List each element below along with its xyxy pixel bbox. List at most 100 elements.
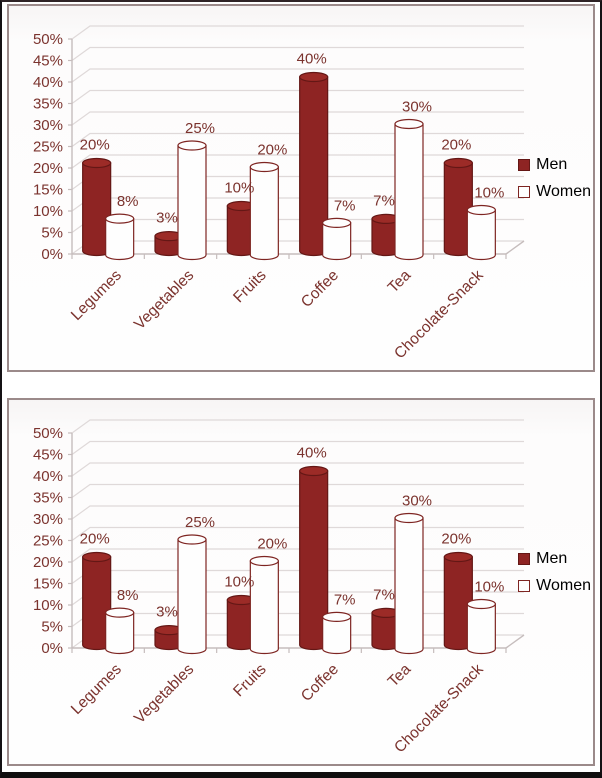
y-axis-tick-labels: 0% 5% 10% 15% 20% 25% 30% 35% 40% 45% 50% xyxy=(33,425,72,657)
value-label-women: 7% xyxy=(334,197,356,214)
chart-legend-1: Men Women xyxy=(518,156,591,201)
value-label-women: 8% xyxy=(117,587,139,604)
cylinder-men-4 xyxy=(371,607,401,651)
chart-panel-1: 0% 5% 10% 15% 20% 25% 30% 35% 40% 45% 50% 20% 8% 3% 25… xyxy=(7,4,595,372)
women-swatch-icon xyxy=(518,186,531,198)
y-tick-label: 25% xyxy=(33,139,63,156)
cylinder-men-5 xyxy=(443,157,473,257)
page: 0% 5% 10% 15% 20% 25% 30% 35% 40% 45% 50% 20% 8% 3% 25… xyxy=(7,4,600,766)
category-label: Tea xyxy=(385,661,415,691)
y-tick-label: 20% xyxy=(33,160,63,177)
women-swatch-icon xyxy=(518,580,531,592)
cylinder-women-2 xyxy=(249,555,279,655)
value-label-men: 3% xyxy=(156,210,178,227)
legend-item-women: Women xyxy=(518,183,591,201)
cylinder-women-1 xyxy=(177,140,207,261)
category-label: Vegetables xyxy=(131,661,197,727)
y-tick-label: 50% xyxy=(33,31,63,48)
value-label-women: 10% xyxy=(474,579,504,596)
y-tick-label: 0% xyxy=(41,640,63,657)
value-label-women: 30% xyxy=(402,99,432,116)
cylinder-women-2 xyxy=(249,161,279,261)
y-tick-label: 25% xyxy=(33,533,63,550)
cylinder-women-0 xyxy=(105,213,135,261)
cylinder-men-4 xyxy=(371,213,401,257)
bars xyxy=(82,465,496,655)
chart-legend-2: Men Women xyxy=(518,550,591,595)
cylinder-women-1 xyxy=(177,534,207,655)
data-labels: 20% 8% 3% 25% 10% 20% 40% 7% 7% 30% 20% 10% xyxy=(80,51,505,227)
y-tick-label: 40% xyxy=(33,74,63,91)
y-tick-label: 10% xyxy=(33,203,63,220)
chart-panel-2: 0% 5% 10% 15% 20% 25% 30% 35% 40% 45% 50% 20% 8% 3% 25… xyxy=(7,398,595,766)
legend-label-men: Men xyxy=(536,156,568,173)
value-label-men: 7% xyxy=(373,586,395,603)
value-label-women: 20% xyxy=(257,536,287,553)
value-label-women: 8% xyxy=(117,193,139,210)
cylinder-women-3 xyxy=(322,611,352,655)
category-labels: Legumes Vegetables Fruits Coffee TeaChocolat… xyxy=(68,267,487,363)
cylinder-men-1 xyxy=(154,625,184,651)
cylinder-women-4 xyxy=(394,512,424,655)
value-label-men: 20% xyxy=(441,531,471,548)
data-labels: 20% 8% 3% 25% 10% 20% 40% 7% 7% 30% 20% 10% xyxy=(80,445,505,621)
y-tick-label: 45% xyxy=(33,53,63,70)
value-label-women: 30% xyxy=(402,493,432,510)
cylinder-women-0 xyxy=(105,607,135,655)
category-labels: Legumes Vegetables Fruits Coffee TeaChocolat… xyxy=(68,661,487,757)
bars xyxy=(82,71,496,261)
y-tick-label: 20% xyxy=(33,554,63,571)
category-label: Vegetables xyxy=(131,267,197,333)
legend-label-men: Men xyxy=(536,550,568,567)
value-label-men: 10% xyxy=(224,574,254,591)
value-label-women: 7% xyxy=(334,591,356,608)
men-swatch-icon xyxy=(518,553,531,565)
bar-chart-svg-2: 0% 5% 10% 15% 20% 25% 30% 35% 40% 45% 50% 20% 8% 3% 25… xyxy=(33,419,525,757)
value-label-men: 7% xyxy=(373,192,395,209)
y-tick-label: 15% xyxy=(33,182,63,199)
cylinder-women-5 xyxy=(466,204,496,261)
men-swatch-icon xyxy=(518,159,531,171)
y-tick-label: 10% xyxy=(33,597,63,614)
cylinder-men-0 xyxy=(82,551,112,651)
bar-chart-svg-1: 0% 5% 10% 15% 20% 25% 30% 35% 40% 45% 50% 20% 8% 3% 25… xyxy=(33,25,525,363)
value-label-women: 25% xyxy=(185,514,215,531)
y-tick-label: 50% xyxy=(33,425,63,442)
cylinder-women-5 xyxy=(466,598,496,655)
cylinder-women-4 xyxy=(394,118,424,261)
legend-label-women: Women xyxy=(536,577,591,594)
category-label: Legumes xyxy=(68,267,125,324)
y-tick-label: 40% xyxy=(33,468,63,485)
value-label-men: 40% xyxy=(297,51,327,68)
cylinder-men-3 xyxy=(299,465,329,651)
y-tick-label: 30% xyxy=(33,511,63,528)
cylinder-women-3 xyxy=(322,217,352,261)
y-tick-label: 35% xyxy=(33,96,63,113)
value-label-women: 25% xyxy=(185,120,215,137)
gridlines xyxy=(71,25,524,255)
gridlines xyxy=(71,419,524,649)
legend-item-men: Men xyxy=(518,156,591,174)
legend-item-men: Men xyxy=(518,550,591,568)
value-label-men: 20% xyxy=(80,531,110,548)
y-axis-tick-labels: 0% 5% 10% 15% 20% 25% 30% 35% 40% 45% 50% xyxy=(33,31,72,263)
category-label: Tea xyxy=(385,267,415,297)
value-label-men: 10% xyxy=(224,180,254,197)
value-label-men: 40% xyxy=(297,445,327,462)
category-label: Coffee xyxy=(298,661,342,705)
y-tick-label: 30% xyxy=(33,117,63,134)
category-label: Fruits xyxy=(230,267,270,307)
category-label: Fruits xyxy=(230,661,270,701)
y-tick-label: 5% xyxy=(41,225,63,242)
y-tick-label: 0% xyxy=(41,246,63,263)
y-tick-label: 45% xyxy=(33,447,63,464)
value-label-women: 20% xyxy=(257,142,287,159)
value-label-men: 3% xyxy=(156,604,178,621)
value-label-men: 20% xyxy=(80,137,110,154)
legend-label-women: Women xyxy=(536,183,591,200)
cylinder-men-5 xyxy=(443,551,473,651)
y-tick-label: 5% xyxy=(41,619,63,636)
category-label: Coffee xyxy=(298,267,342,311)
y-tick-label: 15% xyxy=(33,576,63,593)
legend-item-women: Women xyxy=(518,577,591,595)
